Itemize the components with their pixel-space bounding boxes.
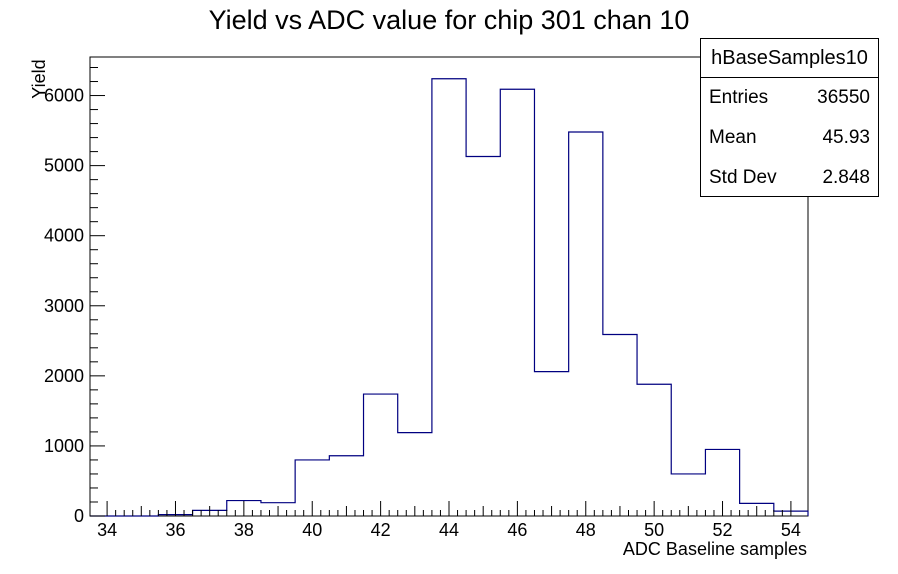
stats-box: hBaseSamples10 Entries 36550 Mean 45.93 … xyxy=(700,38,879,197)
y-axis-label: Yield xyxy=(29,59,49,98)
histogram-bin xyxy=(603,335,637,516)
x-tick-label: 44 xyxy=(439,520,459,540)
x-tick-label: 50 xyxy=(644,520,664,540)
histogram-bin xyxy=(432,79,466,516)
histogram-bin xyxy=(500,89,534,516)
x-tick-label: 38 xyxy=(234,520,254,540)
stats-row-mean: Mean 45.93 xyxy=(701,118,878,158)
histogram-bin xyxy=(569,132,603,516)
y-tick-label: 2000 xyxy=(44,366,84,386)
x-tick-label: 40 xyxy=(302,520,322,540)
x-tick-label: 36 xyxy=(165,520,185,540)
stats-value: 45.93 xyxy=(822,127,870,148)
stats-label: Std Dev xyxy=(709,167,777,188)
y-tick-label: 0 xyxy=(74,506,84,526)
stats-label: Entries xyxy=(709,87,769,108)
x-tick-label: 54 xyxy=(781,520,801,540)
y-tick-label: 3000 xyxy=(44,296,84,316)
stats-label: Mean xyxy=(709,127,757,148)
x-tick-label: 34 xyxy=(97,520,117,540)
stats-row-entries: Entries 36550 xyxy=(701,78,878,118)
y-tick-label: 4000 xyxy=(44,226,84,246)
x-tick-label: 48 xyxy=(576,520,596,540)
histogram-bin xyxy=(398,433,432,516)
x-tick-label: 42 xyxy=(371,520,391,540)
y-tick-label: 5000 xyxy=(44,156,84,176)
histogram-bin xyxy=(637,384,671,516)
x-axis-label: ADC Baseline samples xyxy=(623,539,807,559)
y-tick-label: 1000 xyxy=(44,436,84,456)
stats-value: 36550 xyxy=(817,87,870,108)
histogram-bin xyxy=(534,372,568,516)
y-tick-label: 6000 xyxy=(44,86,84,106)
histogram-outline xyxy=(90,78,809,517)
histogram-bin xyxy=(364,394,398,516)
x-tick-label: 52 xyxy=(713,520,733,540)
histogram-bin xyxy=(466,157,500,516)
x-tick-label: 46 xyxy=(507,520,527,540)
stats-value: 2.848 xyxy=(822,167,870,188)
stats-title: hBaseSamples10 xyxy=(701,39,878,78)
stats-row-stddev: Std Dev 2.848 xyxy=(701,158,878,198)
chart-title: Yield vs ADC value for chip 301 chan 10 xyxy=(209,5,690,35)
